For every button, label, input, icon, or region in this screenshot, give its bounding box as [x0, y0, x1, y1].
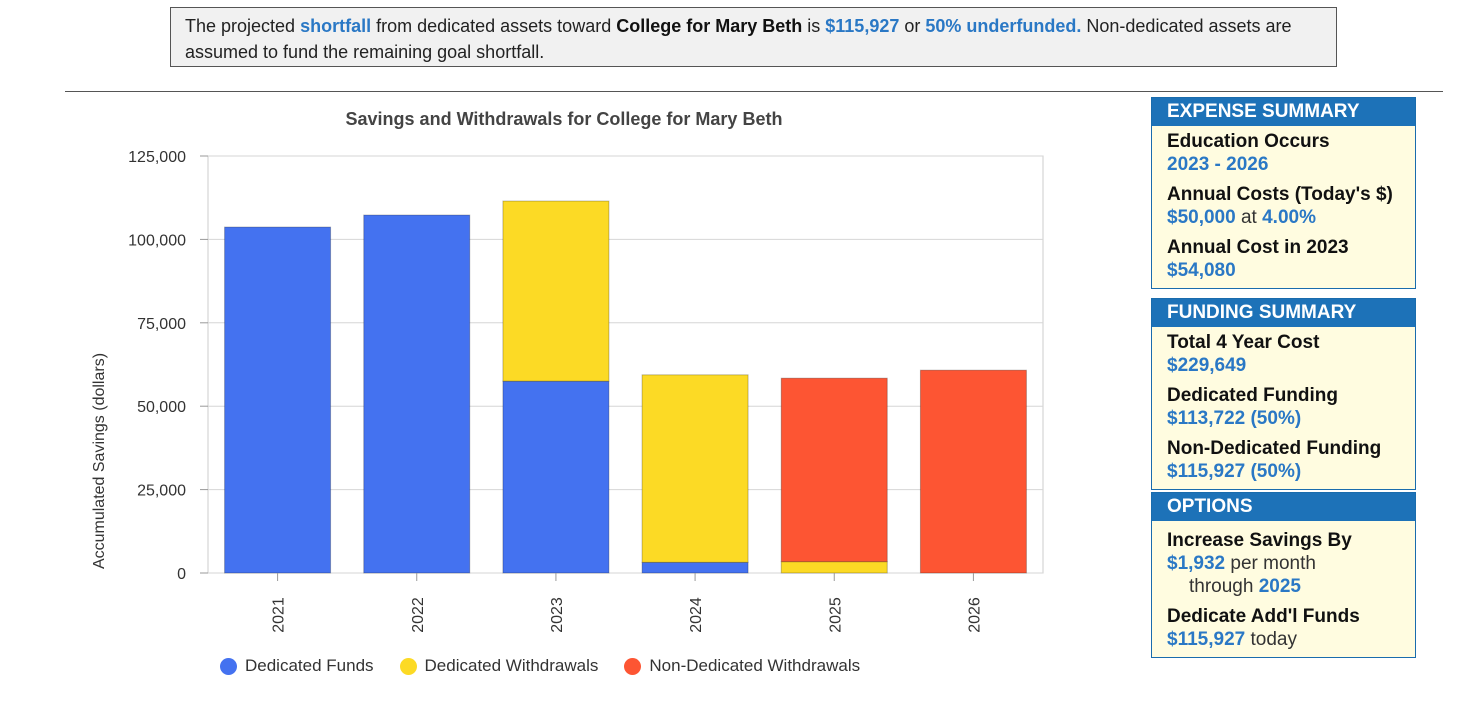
bar-segment[interactable] — [780, 561, 888, 574]
increase-savings-label[interactable]: Increase Savings By — [1167, 530, 1352, 551]
dedicate-funds-label[interactable]: Dedicate Add'l Funds — [1167, 606, 1360, 627]
legend-swatch-dedicated-funds — [220, 657, 237, 675]
bar-segment[interactable] — [224, 226, 332, 574]
dedicate-funds-value: $115,927 today — [1167, 629, 1297, 650]
y-tick-label: 25,000 — [137, 483, 186, 500]
notice-text-2: from dedicated assets toward — [371, 16, 617, 36]
y-tick-label: 0 — [177, 566, 186, 583]
y-tick-label: 100,000 — [128, 232, 186, 249]
non-dedicated-funding-label: Non-Dedicated Funding — [1167, 438, 1382, 459]
expense-summary-header: EXPENSE SUMMARY — [1152, 98, 1415, 126]
bar-segment[interactable] — [641, 561, 749, 574]
legend-label: Dedicated Funds — [245, 656, 374, 675]
shortfall-link[interactable]: shortfall — [300, 16, 372, 36]
annual-cost-2023-value: $54,080 — [1167, 260, 1236, 281]
education-occurs-label: Education Occurs — [1167, 131, 1330, 152]
notice-text-4: or — [899, 16, 926, 36]
notice-text-5: Non-dedicated assets are assumed to fund… — [185, 16, 1292, 62]
y-axis-label: Accumulated Savings (dollars) — [91, 353, 108, 569]
funding-summary-panel: FUNDING SUMMARY Total 4 Year Cost $229,6… — [1151, 298, 1416, 490]
bar-segment[interactable] — [363, 214, 471, 574]
x-tick-label: 2024 — [688, 597, 705, 633]
y-tick-label: 125,000 — [128, 149, 186, 166]
legend-swatch-dedicated-withdrawals — [399, 657, 417, 675]
chart-title: Savings and Withdrawals for College for … — [346, 109, 783, 129]
x-tick-label: 2021 — [271, 597, 288, 633]
annual-costs-value: $50,000 at 4.00% — [1167, 207, 1316, 228]
x-tick-label: 2023 — [549, 597, 566, 633]
legend-item-non-dedicated-withdrawals[interactable]: Non-Dedicated Withdrawals — [624, 656, 860, 676]
expense-summary-panel: EXPENSE SUMMARY Education Occurs 2023 - … — [1151, 97, 1416, 289]
total-cost-value: $229,649 — [1167, 355, 1247, 376]
dedicated-funding-label: Dedicated Funding — [1167, 385, 1338, 406]
notice-text-1: The projected — [185, 16, 301, 36]
legend-item-dedicated-funds[interactable]: Dedicated Funds — [220, 656, 374, 676]
shortfall-notice: The projected shortfall from dedicated a… — [170, 7, 1337, 67]
y-tick-label: 75,000 — [137, 316, 186, 333]
total-cost-label: Total 4 Year Cost — [1167, 332, 1320, 353]
funding-summary-header: FUNDING SUMMARY — [1152, 299, 1415, 327]
section-divider — [65, 91, 1443, 92]
shortfall-amount: $115,927 — [825, 16, 900, 36]
y-tick-label: 50,000 — [137, 399, 186, 416]
increase-savings-value: $1,932 per month — [1167, 553, 1316, 574]
underfunded-percent: 50% underfunded. — [925, 16, 1082, 36]
bar-segment[interactable] — [502, 200, 610, 382]
education-occurs-value: 2023 - 2026 — [1167, 154, 1269, 175]
bar-segment[interactable] — [641, 374, 749, 563]
legend-swatch-non-dedicated-withdrawals — [624, 657, 642, 675]
non-dedicated-funding-value: $115,927 (50%) — [1167, 461, 1302, 482]
legend-label: Dedicated Withdrawals — [424, 656, 599, 675]
annual-costs-label: Annual Costs (Today's $) — [1167, 184, 1393, 205]
savings-chart: Savings and Withdrawals for College for … — [91, 109, 1044, 633]
legend-label: Non-Dedicated Withdrawals — [649, 656, 861, 675]
goal-name: College for Mary Beth — [616, 16, 803, 36]
legend-item-dedicated-withdrawals[interactable]: Dedicated Withdrawals — [399, 656, 599, 676]
options-header: OPTIONS — [1152, 493, 1415, 521]
x-tick-label: 2022 — [410, 597, 427, 633]
chart-legend: Dedicated Funds Dedicated Withdrawals No… — [220, 656, 860, 676]
options-panel: OPTIONS Increase Savings By $1,932 per m… — [1151, 492, 1416, 658]
bar-segment[interactable] — [919, 369, 1027, 574]
x-tick-label: 2026 — [966, 597, 983, 633]
bar-segment[interactable] — [502, 380, 610, 574]
dedicated-funding-value: $113,722 (50%) — [1167, 408, 1302, 429]
annual-cost-2023-label: Annual Cost in 2023 — [1167, 237, 1349, 258]
increase-savings-through: through 2025 — [1189, 576, 1302, 597]
plot-area — [207, 155, 1044, 574]
x-tick-label: 2025 — [827, 597, 844, 633]
notice-text-3: is — [802, 16, 826, 36]
bar-segment[interactable] — [780, 377, 888, 563]
